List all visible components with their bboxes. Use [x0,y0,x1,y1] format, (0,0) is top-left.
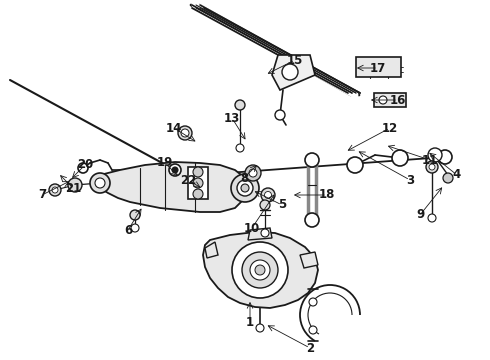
Circle shape [231,174,259,202]
Circle shape [392,150,408,166]
Polygon shape [248,228,272,240]
Circle shape [261,229,269,237]
Circle shape [426,161,438,173]
Circle shape [379,96,387,104]
Text: 21: 21 [65,181,81,194]
Text: 12: 12 [382,122,398,135]
Circle shape [193,168,207,182]
Text: 19: 19 [157,157,173,170]
Circle shape [241,184,249,192]
Text: 1: 1 [246,316,254,329]
Text: 7: 7 [38,189,46,202]
Bar [188,167,208,199]
Circle shape [242,252,278,288]
Circle shape [347,157,363,173]
Circle shape [305,153,319,167]
Circle shape [68,178,82,192]
Circle shape [265,192,271,198]
Circle shape [282,64,298,80]
Circle shape [428,214,436,222]
Text: 17: 17 [370,62,386,75]
Text: 14: 14 [166,122,182,135]
Circle shape [52,187,58,193]
Text: 2: 2 [306,342,314,355]
Circle shape [181,129,189,137]
Text: 5: 5 [278,198,286,211]
Circle shape [428,148,442,162]
Text: 4: 4 [453,168,461,181]
Circle shape [95,178,105,188]
Text: 18: 18 [319,189,335,202]
Circle shape [443,173,453,183]
Circle shape [305,213,319,227]
Bar [356,57,400,77]
Circle shape [438,150,452,164]
Circle shape [49,184,61,196]
Text: 11: 11 [422,153,438,166]
Text: 15: 15 [287,54,303,67]
Polygon shape [205,242,218,258]
Circle shape [255,265,265,275]
Circle shape [130,210,140,220]
Circle shape [249,169,257,177]
Circle shape [250,260,270,280]
Bar [374,93,406,107]
Polygon shape [300,252,318,268]
Circle shape [193,178,203,188]
Text: 20: 20 [77,158,93,171]
Text: 10: 10 [244,221,260,234]
Polygon shape [203,232,318,308]
Circle shape [172,167,178,173]
Circle shape [169,164,181,176]
Circle shape [309,298,317,306]
Circle shape [256,324,264,332]
Text: 22: 22 [180,174,196,186]
Circle shape [237,180,253,196]
Polygon shape [98,162,248,212]
Circle shape [178,126,192,140]
Circle shape [90,173,110,193]
Circle shape [131,224,139,232]
Text: 6: 6 [124,224,132,237]
Text: 16: 16 [390,94,406,107]
Circle shape [236,144,244,152]
Circle shape [193,167,203,177]
Text: 9: 9 [416,208,424,221]
Circle shape [235,100,245,110]
Circle shape [261,188,275,202]
Circle shape [245,165,261,181]
Circle shape [193,189,203,199]
Circle shape [260,200,270,210]
Circle shape [275,110,285,120]
Polygon shape [272,55,315,90]
Circle shape [309,326,317,334]
Text: 3: 3 [406,174,414,186]
Text: 8: 8 [240,171,248,184]
Circle shape [78,163,88,173]
Circle shape [232,242,288,298]
Text: 13: 13 [224,112,240,125]
Circle shape [429,164,435,170]
